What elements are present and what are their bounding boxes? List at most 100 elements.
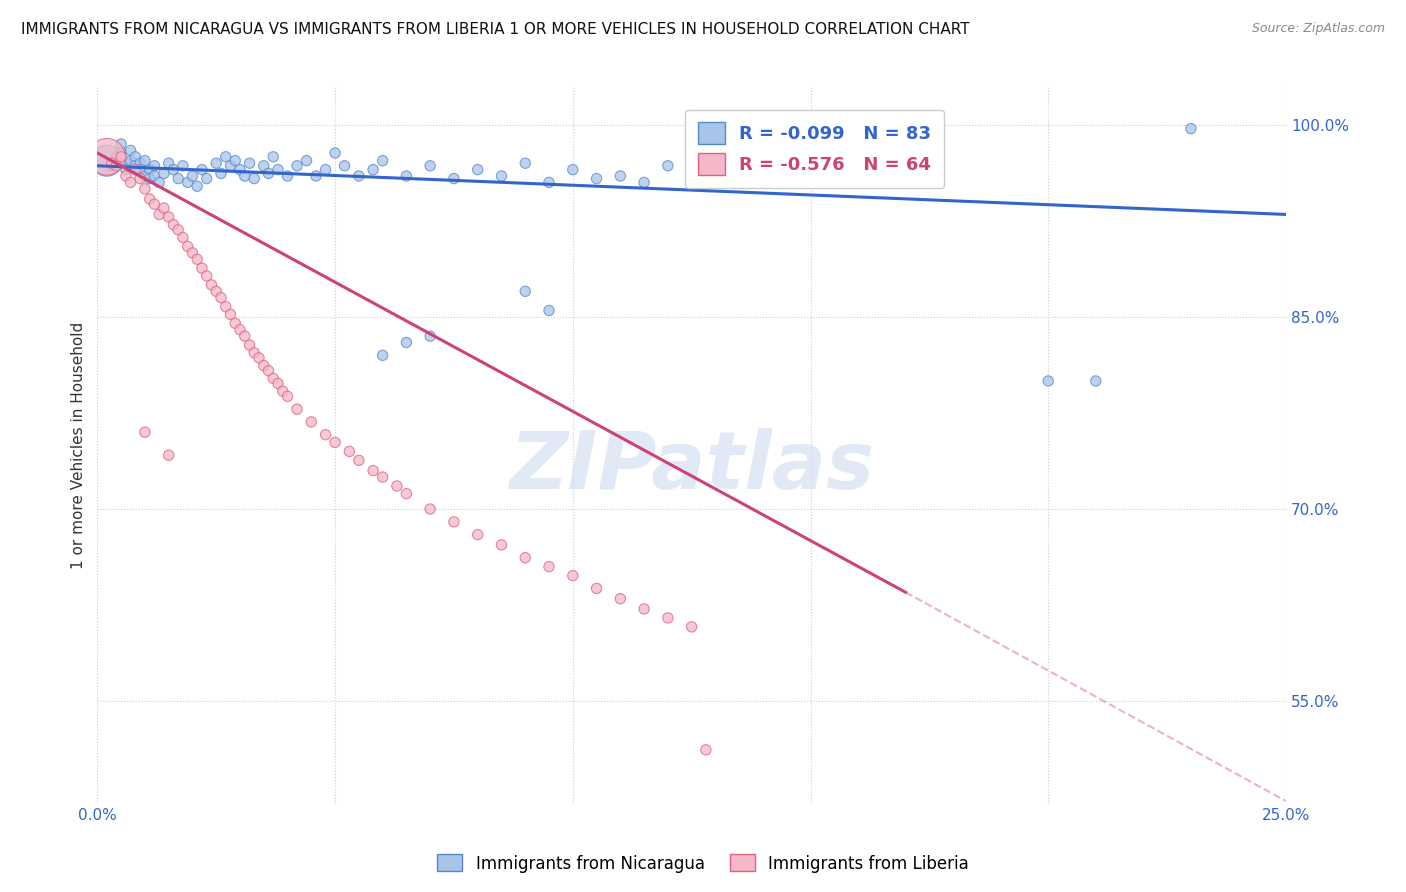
Point	[333, 159, 356, 173]
Point	[105, 159, 128, 173]
Point	[561, 568, 583, 582]
Text: ZIPatlas: ZIPatlas	[509, 427, 875, 506]
Point	[129, 156, 152, 170]
Point	[267, 376, 290, 391]
Point	[233, 169, 256, 183]
Point	[443, 171, 465, 186]
Point	[224, 316, 246, 330]
Point	[243, 171, 266, 186]
Point	[537, 559, 560, 574]
Point	[186, 252, 208, 267]
Point	[537, 303, 560, 318]
Point	[115, 169, 138, 183]
Point	[110, 136, 132, 151]
Point	[124, 162, 146, 177]
Point	[295, 153, 318, 168]
Point	[609, 591, 631, 606]
Point	[491, 169, 513, 183]
Point	[100, 156, 122, 170]
Point	[371, 470, 394, 484]
Point	[115, 162, 138, 177]
Point	[277, 169, 299, 183]
Point	[129, 162, 152, 177]
Point	[315, 162, 337, 177]
Point	[148, 176, 170, 190]
Point	[134, 169, 156, 183]
Point	[395, 486, 418, 500]
Point	[347, 169, 370, 183]
Point	[443, 515, 465, 529]
Point	[110, 145, 132, 160]
Point	[419, 159, 441, 173]
Point	[253, 159, 276, 173]
Point	[267, 162, 290, 177]
Text: Source: ZipAtlas.com: Source: ZipAtlas.com	[1251, 22, 1385, 36]
Point	[209, 291, 232, 305]
Legend: R = -0.099   N = 83, R = -0.576   N = 64: R = -0.099 N = 83, R = -0.576 N = 64	[685, 110, 943, 188]
Point	[695, 743, 717, 757]
Point	[181, 245, 204, 260]
Point	[143, 197, 166, 211]
Point	[162, 162, 184, 177]
Point	[120, 176, 142, 190]
Point	[205, 285, 228, 299]
Point	[191, 162, 214, 177]
Point	[157, 156, 180, 170]
Point	[253, 359, 276, 373]
Point	[229, 323, 252, 337]
Point	[305, 169, 328, 183]
Point	[323, 145, 346, 160]
Point	[467, 527, 489, 541]
Point	[205, 156, 228, 170]
Point	[799, 169, 821, 183]
Point	[157, 448, 180, 462]
Point	[271, 384, 294, 399]
Point	[224, 153, 246, 168]
Point	[215, 300, 238, 314]
Point	[200, 277, 222, 292]
Point	[134, 182, 156, 196]
Point	[776, 171, 799, 186]
Point	[229, 162, 252, 177]
Point	[181, 169, 204, 183]
Point	[561, 162, 583, 177]
Point	[277, 389, 299, 403]
Point	[172, 230, 194, 244]
Point	[247, 351, 270, 365]
Point	[361, 464, 384, 478]
Point	[315, 427, 337, 442]
Point	[918, 176, 941, 190]
Point	[176, 176, 198, 190]
Point	[633, 176, 655, 190]
Point	[167, 171, 190, 186]
Point	[96, 153, 118, 168]
Point	[172, 159, 194, 173]
Point	[1084, 374, 1107, 388]
Point	[209, 166, 232, 180]
Point	[100, 159, 122, 173]
Point	[138, 171, 160, 186]
Point	[153, 166, 176, 180]
Point	[219, 307, 242, 321]
Point	[285, 402, 308, 417]
Point	[299, 415, 322, 429]
Point	[395, 335, 418, 350]
Point	[143, 169, 166, 183]
Point	[823, 176, 845, 190]
Point	[238, 338, 260, 352]
Point	[195, 268, 218, 283]
Point	[124, 159, 146, 173]
Point	[371, 153, 394, 168]
Point	[515, 285, 537, 299]
Point	[467, 162, 489, 177]
Point	[323, 435, 346, 450]
Point	[385, 479, 408, 493]
Point	[257, 364, 280, 378]
Point	[752, 162, 775, 177]
Point	[233, 329, 256, 343]
Point	[657, 611, 679, 625]
Point	[681, 166, 703, 180]
Point	[870, 171, 893, 186]
Point	[1038, 374, 1060, 388]
Point	[215, 150, 238, 164]
